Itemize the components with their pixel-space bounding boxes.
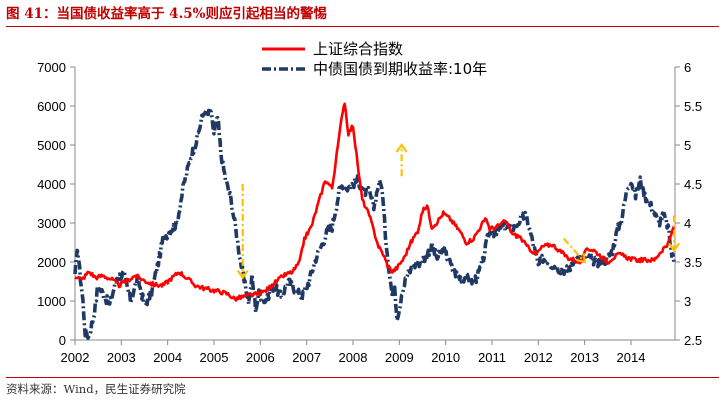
chart-series	[73, 102, 677, 340]
x-tick-label: 2006	[246, 350, 275, 365]
y-right-tick-label: 5.5	[684, 99, 702, 114]
figure-title: 图 41：当国债收益率高于 4.5%则应引起相当的警惕	[6, 6, 328, 22]
chart-annotations	[236, 143, 680, 280]
x-tick-label: 2011	[478, 350, 506, 365]
x-tick-label: 2007	[292, 350, 321, 365]
source-note: 资料来源：Wind，民生证券研究院	[6, 382, 186, 396]
y-left-tick-label: 5000	[37, 138, 66, 153]
annotation-arrow-shaft	[562, 237, 586, 263]
footer-rule	[6, 377, 719, 378]
x-tick-label: 2002	[61, 350, 90, 365]
y-left-tick-label: 3000	[37, 216, 66, 231]
x-tick-label: 2013	[570, 350, 599, 365]
x-tick-label: 2009	[385, 350, 414, 365]
y-left-tick-label: 1000	[37, 294, 66, 309]
x-tick-label: 2003	[107, 350, 136, 365]
x-tick-label: 2012	[524, 350, 553, 365]
chart-legend: 上证综合指数 中债国债到期收益率:10年	[262, 40, 487, 78]
y-left-tick-label: 4000	[37, 177, 66, 192]
chart: 0 1000 2000 3000 4000 5000 6000 7000 2.5 3 3.5 4 4.5…	[37, 40, 702, 365]
legend-label-bond: 中债国债到期收益率:10年	[313, 60, 487, 78]
legend-label-shanghai: 上证综合指数	[313, 40, 403, 58]
x-tick-label: 2010	[431, 350, 460, 365]
y-right-tick-label: 6	[684, 60, 691, 75]
y-left-tick-label: 0	[59, 333, 66, 348]
annotation-arrow-head	[395, 143, 408, 153]
title-rule	[6, 26, 719, 27]
y-right-tick-label: 3.5	[684, 255, 702, 270]
x-tick-label: 2014	[617, 350, 646, 365]
y-left-tick-label: 2000	[37, 255, 66, 270]
x-tick-label: 2004	[153, 350, 182, 365]
annotation-arrow-head	[668, 242, 680, 253]
x-tick-label: 2008	[339, 350, 368, 365]
y-right-tick-label: 3	[684, 294, 691, 309]
y-left-tick-label: 7000	[37, 60, 66, 75]
y-right-tick-label: 4	[684, 216, 691, 231]
y-right-tick-label: 4.5	[684, 177, 702, 192]
x-tick-label: 2005	[200, 350, 229, 365]
annotation-arrow-head	[236, 269, 249, 280]
y-right-tick-label: 2.5	[684, 333, 702, 348]
y-left-tick-label: 6000	[37, 99, 66, 114]
chart-axes: 0 1000 2000 3000 4000 5000 6000 7000 2.5 3 3.5 4 4.5…	[37, 60, 702, 365]
series-line-bond-yield	[73, 108, 677, 340]
y-right-tick-label: 5	[684, 138, 691, 153]
series-line-shanghai-index	[74, 102, 676, 302]
annotation-arrow-head	[576, 253, 586, 264]
